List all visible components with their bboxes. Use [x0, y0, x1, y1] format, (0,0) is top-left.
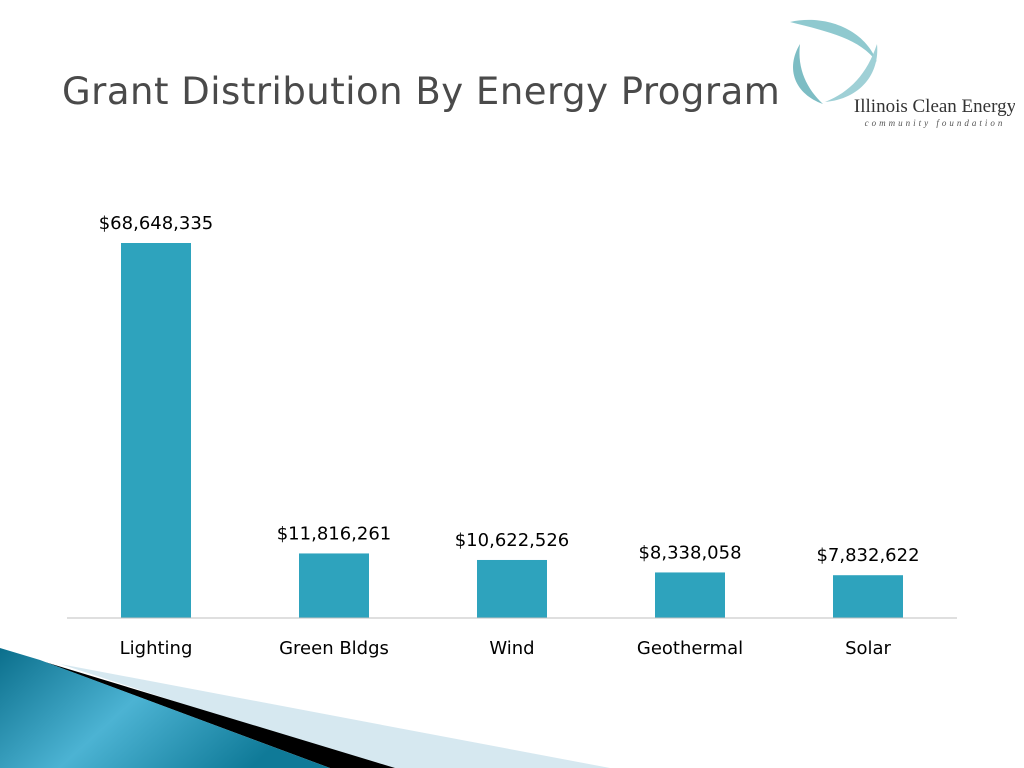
bar-1: [299, 553, 369, 618]
bar-3: [655, 572, 725, 618]
pinwheel-logo-icon: Illinois Clean Energy community foundati…: [790, 19, 1017, 128]
bar-2: [477, 559, 547, 618]
logo: Illinois Clean Energy community foundati…: [785, 14, 1017, 134]
x-tick-label: Lighting: [120, 638, 193, 659]
data-label: $68,648,335: [99, 213, 214, 234]
blue-swoosh: [0, 648, 330, 768]
page-title: Grant Distribution By Energy Program: [62, 70, 781, 113]
light-blue-swoosh: [60, 664, 610, 768]
data-label: $11,816,261: [277, 523, 392, 544]
logo-tagline: community foundation: [865, 118, 1006, 128]
x-tick-label: Solar: [845, 638, 891, 659]
data-label: $8,338,058: [638, 542, 741, 563]
bar-0: [121, 243, 191, 618]
data-label: $7,832,622: [816, 545, 919, 566]
x-tick-label: Wind: [489, 638, 534, 659]
data-label: $10,622,526: [455, 530, 570, 551]
logo-name: Illinois Clean Energy: [854, 96, 1015, 117]
x-tick-label: Green Bldgs: [279, 638, 389, 659]
x-tick-label: Geothermal: [637, 638, 743, 659]
black-swoosh: [45, 662, 395, 768]
bar-4: [833, 575, 903, 618]
